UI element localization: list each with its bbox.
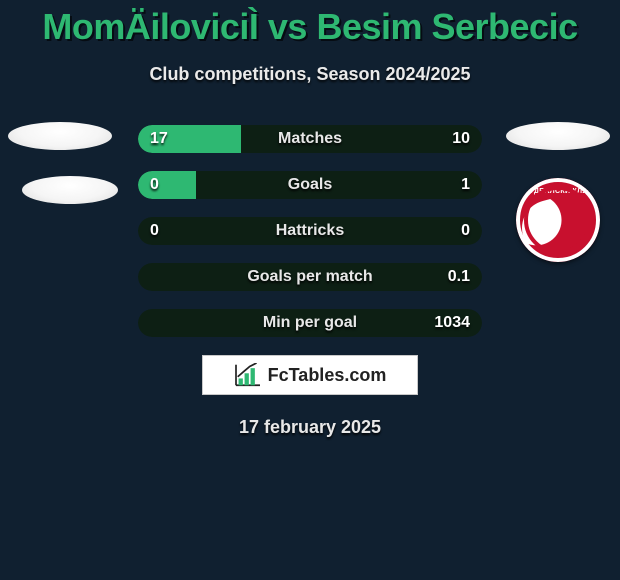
page-title: MomÄiloviciÌ vs Besim Serbecic	[0, 0, 620, 48]
subtitle: Club competitions, Season 2024/2025	[0, 64, 620, 85]
stat-row: 0.1Goals per match	[138, 263, 482, 291]
stat-row: 01Goals	[138, 171, 482, 199]
brand-badge[interactable]: FcTables.com	[202, 355, 418, 395]
stat-label: Goals	[138, 171, 482, 199]
date-label: 17 february 2025	[0, 417, 620, 438]
stat-label: Min per goal	[138, 309, 482, 337]
stat-row: 00Hattricks	[138, 217, 482, 245]
club-crest: ФУДБАЛСКИ КЛУБ	[516, 178, 600, 262]
stat-label: Goals per match	[138, 263, 482, 291]
stat-label: Hattricks	[138, 217, 482, 245]
crest-top-text: ФУДБАЛСКИ КЛУБ	[516, 188, 600, 195]
brand-name: FcTables.com	[268, 365, 387, 386]
stat-row: 1034Min per goal	[138, 309, 482, 337]
bar-chart-icon	[234, 363, 262, 387]
player-right-badge-1	[506, 122, 610, 150]
player-left-badge-1	[8, 122, 112, 150]
player-left-badge-2	[22, 176, 118, 204]
stat-label: Matches	[138, 125, 482, 153]
stat-row: 1710Matches	[138, 125, 482, 153]
